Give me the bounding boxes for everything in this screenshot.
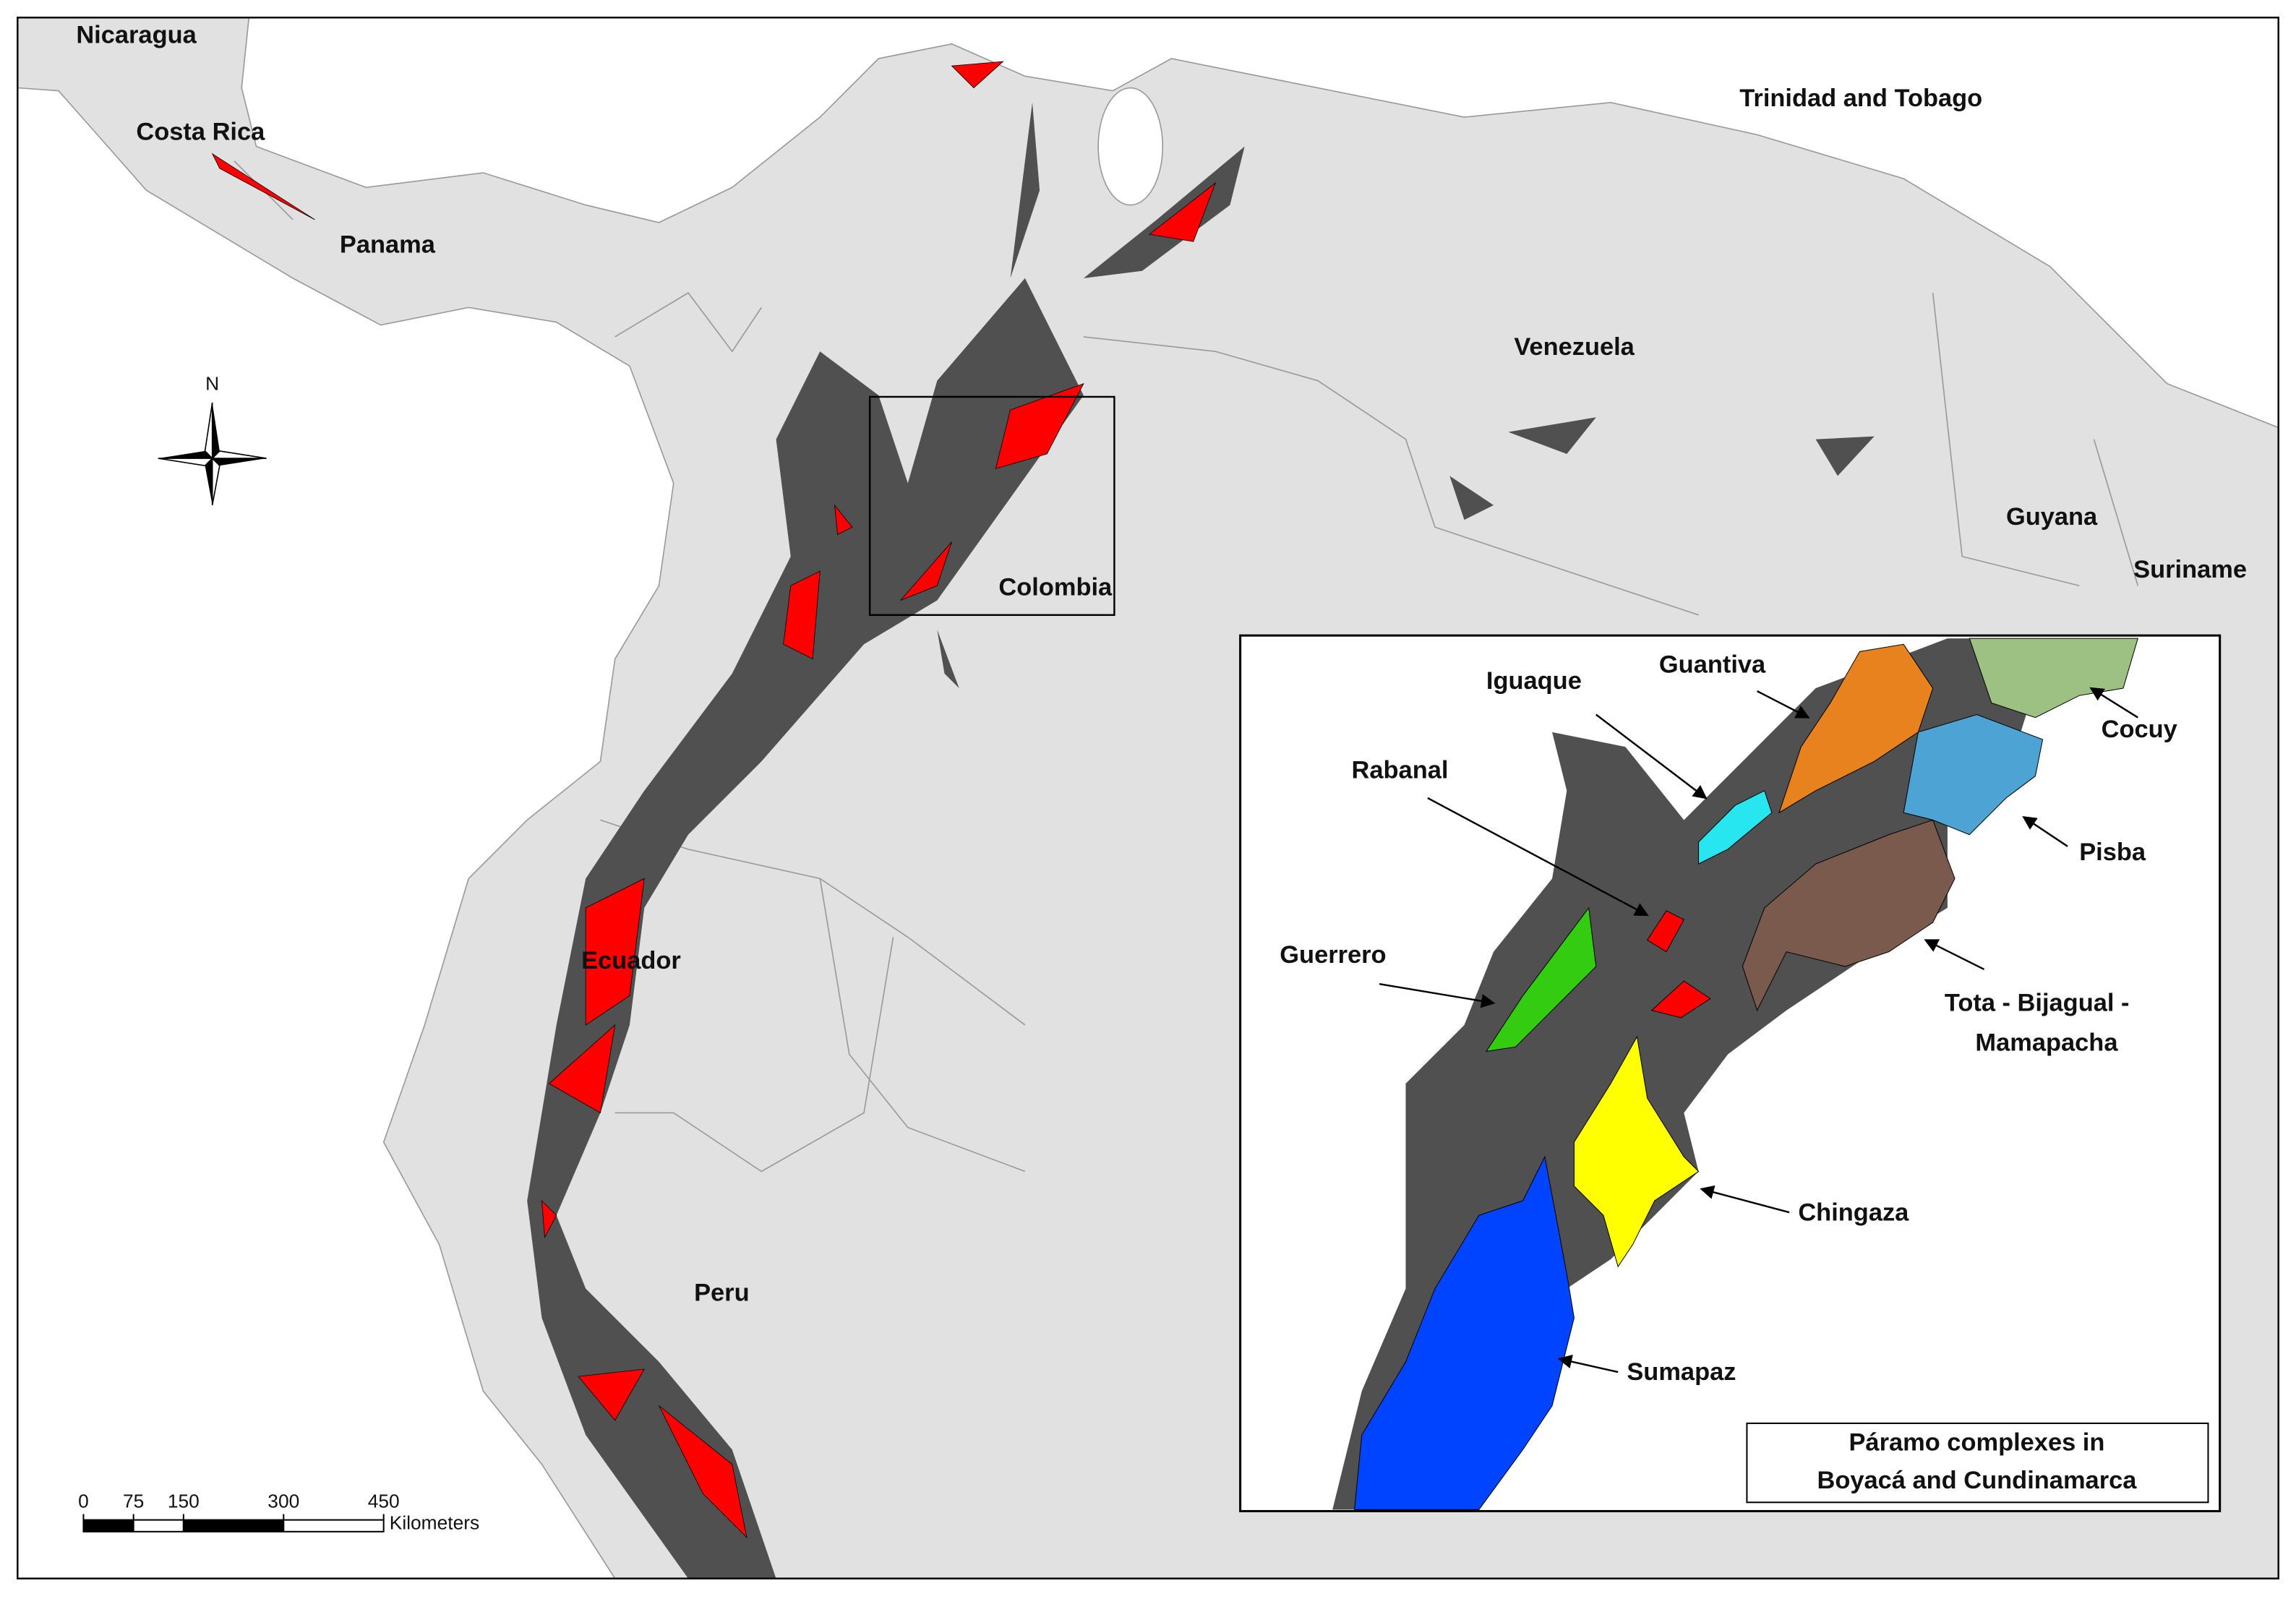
inset-title: Páramo complexes in [1849,1428,2104,1456]
complex-label: Guerrero [1280,941,1386,969]
scale-tick-label: 150 [168,1490,200,1512]
paramo [211,61,1217,1539]
country-label: Guyana [2006,503,2098,531]
country-label: Costa Rica [136,118,265,145]
lake [1097,87,1164,206]
complex-label: Tota - Bijagual - [1945,990,2130,1017]
complex-label: Mamapacha [1975,1029,2118,1056]
country-label: Ecuador [581,947,681,974]
country-label: Nicaragua [76,22,197,49]
complex-label: Cocuy [2102,716,2177,743]
complex-label: Chingaza [1798,1199,1909,1226]
inset: Iguaque Guantiva Rabanal Guerrero Cocuy … [1239,634,2222,1512]
scale-segment [283,1519,385,1532]
complex-label: Sumapaz [1627,1358,1736,1386]
complex-label: Iguaque [1486,667,1582,695]
scale-segment [132,1519,184,1532]
borders [234,160,2139,1173]
country-label: Trinidad and Tobago [1739,85,1982,112]
scale-segment [182,1519,285,1532]
locator-box [868,395,1115,616]
scale-tick-label: 75 [123,1490,144,1512]
country-label: Venezuela [1514,333,1635,361]
scale-tick-label: 450 [368,1490,400,1512]
scale-bar: 0 75 150 300 450 [78,1490,400,1532]
scale-unit: Kilometers [390,1512,479,1534]
scale-tick-label: 0 [78,1490,89,1512]
country-label: Suriname [2133,556,2247,583]
complex-label: Pisba [2079,839,2146,866]
complex-label: Guantiva [1659,651,1766,679]
north-label: N [205,373,219,395]
country-label: Panama [340,231,436,258]
inset-title: Boyacá and Cundinamarca [1817,1467,2138,1494]
country-label: Peru [694,1279,750,1307]
scale-segment [82,1519,134,1532]
frame [17,17,2279,1579]
scale-tick-label: 300 [267,1490,299,1512]
north-arrow: N [158,373,267,505]
country-label: Colombia [998,573,1113,601]
complex-label: Rabanal [1352,757,1449,784]
